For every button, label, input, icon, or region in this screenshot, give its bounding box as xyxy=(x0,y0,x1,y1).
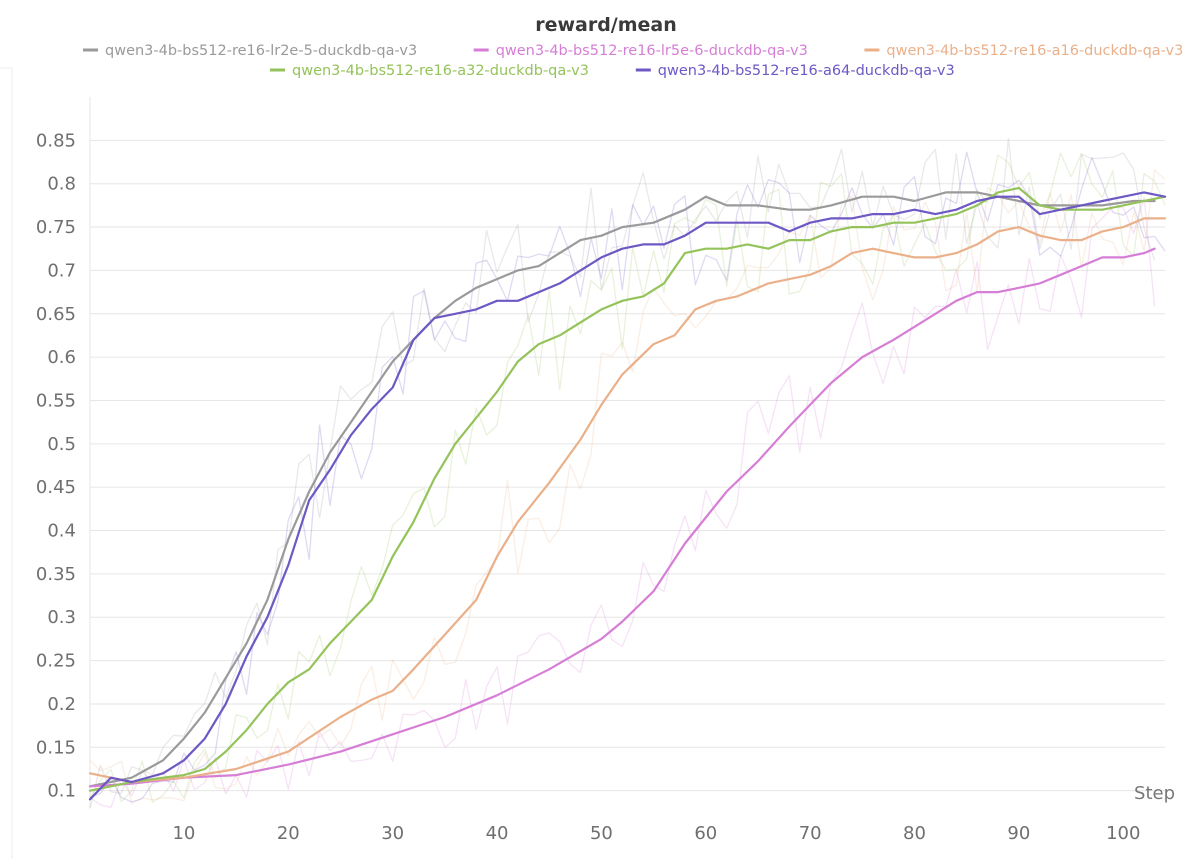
x-tick-label: 100 xyxy=(1106,823,1140,844)
x-tick-label: 10 xyxy=(172,823,195,844)
series-lines xyxy=(88,186,1167,801)
series-line-3[interactable] xyxy=(88,217,1167,784)
raw-trace-series-1 xyxy=(89,137,1156,809)
legend-item-label: qwen3-4b-bs512-re16-a32-duckdb-qa-v3 xyxy=(292,63,589,79)
legend: qwen3-4b-bs512-re16-lr2e-5-duckdb-qa-v3 q… xyxy=(83,43,1183,79)
y-tick-label: 0.65 xyxy=(36,304,76,325)
x-tick-label: 20 xyxy=(277,823,300,844)
raw-trace-series-3 xyxy=(89,169,1166,804)
series-line-2[interactable] xyxy=(88,247,1156,788)
y-tick-label: 0.75 xyxy=(36,217,76,238)
series-line-5[interactable] xyxy=(88,191,1167,801)
y-tick-label: 0.25 xyxy=(36,651,76,672)
y-tick-label: 0.3 xyxy=(47,607,76,628)
y-tick-label: 0.6 xyxy=(47,347,76,368)
x-axis-ticks: 10 20 30 40 50 60 70 80 90 100 xyxy=(172,823,1140,844)
y-tick-label: 0.8 xyxy=(47,174,76,195)
y-tick-label: 0.85 xyxy=(36,130,76,151)
series-line-4[interactable] xyxy=(88,186,1167,792)
y-tick-label: 0.35 xyxy=(36,564,76,585)
y-tick-label: 0.5 xyxy=(47,434,76,455)
y-tick-label: 0.7 xyxy=(47,260,76,281)
y-axis-ticks: 0.1 0.15 0.2 0.25 0.3 0.35 0.4 0.45 0.5 0.55 0.6 0.… xyxy=(36,130,76,801)
y-tick-label: 0.15 xyxy=(36,737,76,758)
legend-item-label: qwen3-4b-bs512-re16-lr5e-6-duckdb-qa-v3 xyxy=(496,43,808,59)
y-tick-label: 0.45 xyxy=(36,477,76,498)
x-tick-label: 30 xyxy=(381,823,404,844)
x-tick-label: 60 xyxy=(694,823,717,844)
x-tick-label: 70 xyxy=(799,823,822,844)
x-tick-label: 90 xyxy=(1007,823,1030,844)
legend-item-label: qwen3-4b-bs512-re16-a64-duckdb-qa-v3 xyxy=(658,63,955,79)
x-tick-label: 40 xyxy=(486,823,509,844)
y-tick-label: 0.1 xyxy=(47,781,76,802)
x-tick-label: 80 xyxy=(903,823,926,844)
y-tick-label: 0.55 xyxy=(36,390,76,411)
y-tick-label: 0.2 xyxy=(47,694,76,715)
raw-trace-series-2 xyxy=(89,196,1156,809)
chart-title: reward/mean xyxy=(535,14,677,36)
x-tick-label: 50 xyxy=(590,823,613,844)
legend-item-label: qwen3-4b-bs512-re16-lr2e-5-duckdb-qa-v3 xyxy=(105,43,417,59)
y-tick-label: 0.4 xyxy=(47,521,76,542)
series-line-1[interactable] xyxy=(88,191,1156,788)
legend-item-label: qwen3-4b-bs512-re16-a16-duckdb-qa-v3 xyxy=(886,43,1183,59)
x-axis-label: Step xyxy=(1134,783,1175,804)
